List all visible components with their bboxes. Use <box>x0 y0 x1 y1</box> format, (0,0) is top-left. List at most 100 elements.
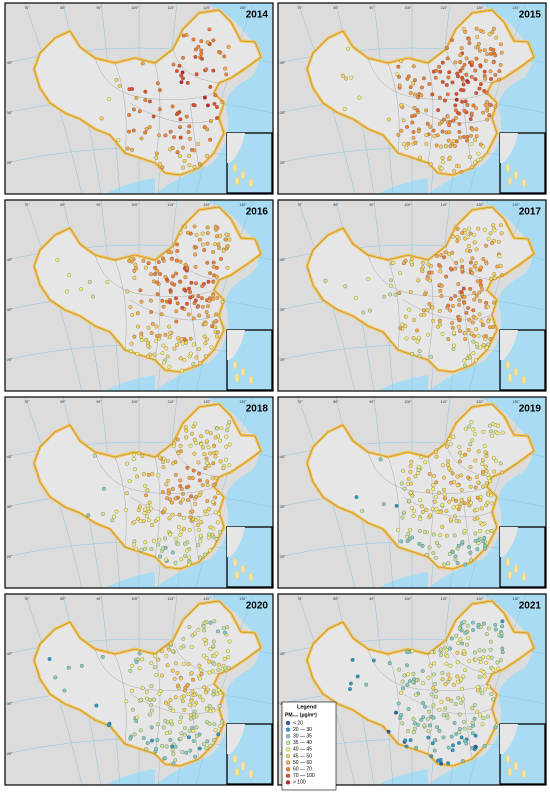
monitor-dot <box>180 341 185 346</box>
monitor-dot <box>455 660 460 665</box>
monitor-dot <box>177 110 182 115</box>
monitor-dot <box>484 481 489 486</box>
monitor-dot <box>196 516 201 521</box>
monitor-dot <box>474 341 479 346</box>
monitor-dot <box>408 85 413 90</box>
monitor-dot <box>422 529 427 534</box>
monitor-dot <box>468 117 473 122</box>
monitor-dot <box>486 655 491 660</box>
graticule-label: 30° <box>7 505 13 509</box>
panel-frame <box>277 199 547 392</box>
monitor-dot <box>137 109 142 114</box>
monitor-dot <box>193 264 198 269</box>
graticule-label: 80° <box>60 597 66 601</box>
meridian <box>195 396 254 589</box>
monitor-dot <box>448 144 453 149</box>
meridian <box>195 593 254 786</box>
monitor-dot <box>137 651 142 656</box>
graticule-label: 110° <box>441 400 449 404</box>
monitor-dot <box>413 92 417 97</box>
monitor-dot <box>216 732 221 737</box>
monitor-dot <box>414 693 418 697</box>
monitor-dot <box>438 653 443 658</box>
monitor-dot <box>160 256 165 261</box>
monitor-dot <box>480 462 485 466</box>
province-line <box>462 299 473 366</box>
monitor-dot <box>489 51 493 56</box>
monitor-dot <box>466 636 471 641</box>
monitor-dot <box>453 60 458 65</box>
monitor-dot <box>473 733 478 738</box>
monitor-dot <box>224 434 229 439</box>
monitor-dot <box>182 526 186 531</box>
monitor-dot <box>420 509 425 514</box>
monitor-dot <box>138 504 142 509</box>
monitor-dot <box>457 297 462 302</box>
legend-swatch <box>285 747 291 752</box>
monitor-dot <box>175 249 180 253</box>
monitor-dot <box>211 264 216 269</box>
monitor-dot <box>171 751 176 756</box>
monitor-dot <box>488 46 493 51</box>
graticule-label: 40° <box>7 258 13 262</box>
monitor-dot <box>450 304 455 308</box>
graticule-label: 20° <box>7 358 13 362</box>
monitor-dot <box>417 541 422 546</box>
monitor-dot <box>442 492 447 497</box>
province-line <box>367 648 419 690</box>
monitor-dot <box>476 157 481 162</box>
monitor-dot <box>166 250 171 254</box>
monitor-dot <box>484 261 489 266</box>
meridian <box>195 2 254 195</box>
monitor-dot <box>412 721 417 726</box>
monitor-dot <box>186 484 191 489</box>
monitor-dot <box>211 483 216 487</box>
monitor-dot <box>427 723 432 728</box>
monitor-dot <box>432 738 437 743</box>
monitor-dot <box>143 265 148 270</box>
monitor-dot <box>382 294 387 299</box>
monitor-dot <box>214 692 219 696</box>
monitor-dot <box>125 491 129 496</box>
monitor-dot <box>214 475 219 480</box>
monitor-dot <box>405 482 410 487</box>
monitor-dot <box>440 156 445 160</box>
monitor-dot <box>192 437 197 442</box>
monitor-dot <box>452 721 457 725</box>
graticule-label: 90° <box>369 203 375 207</box>
monitor-dot <box>478 28 483 33</box>
monitor-dot <box>150 471 155 476</box>
monitor-dot <box>453 108 458 113</box>
monitor-dot <box>181 55 185 60</box>
monitor-dot <box>458 637 463 642</box>
monitor-dot <box>208 548 212 553</box>
monitor-dot <box>323 278 328 283</box>
island <box>521 375 527 385</box>
monitor-dot <box>429 692 434 697</box>
monitor-dot <box>132 519 137 524</box>
monitor-dot <box>463 337 468 342</box>
monitor-dot <box>142 511 147 516</box>
monitor-dot <box>157 537 162 542</box>
monitor-dot <box>114 509 119 514</box>
monitor-dot <box>494 35 499 40</box>
monitor-dot <box>467 424 472 429</box>
monitor-dot <box>178 125 182 130</box>
monitor-dot <box>405 682 410 687</box>
monitor-dot <box>158 554 163 559</box>
monitor-dot <box>500 470 504 475</box>
monitor-dot <box>431 703 436 708</box>
monitor-dot <box>473 458 478 463</box>
monitor-dot <box>428 513 433 518</box>
monitor-dot <box>472 716 477 721</box>
monitor-dot <box>202 248 207 252</box>
graticule-label: 90° <box>96 6 102 10</box>
monitor-dot <box>466 475 471 480</box>
legend-label: 60 — 70 <box>293 767 312 773</box>
monitor-dot <box>175 150 180 155</box>
monitor-dot <box>492 275 497 280</box>
monitor-dot <box>193 441 198 446</box>
monitor-dot <box>187 286 192 291</box>
monitor-dot <box>161 725 166 730</box>
monitor-dot <box>420 668 425 673</box>
